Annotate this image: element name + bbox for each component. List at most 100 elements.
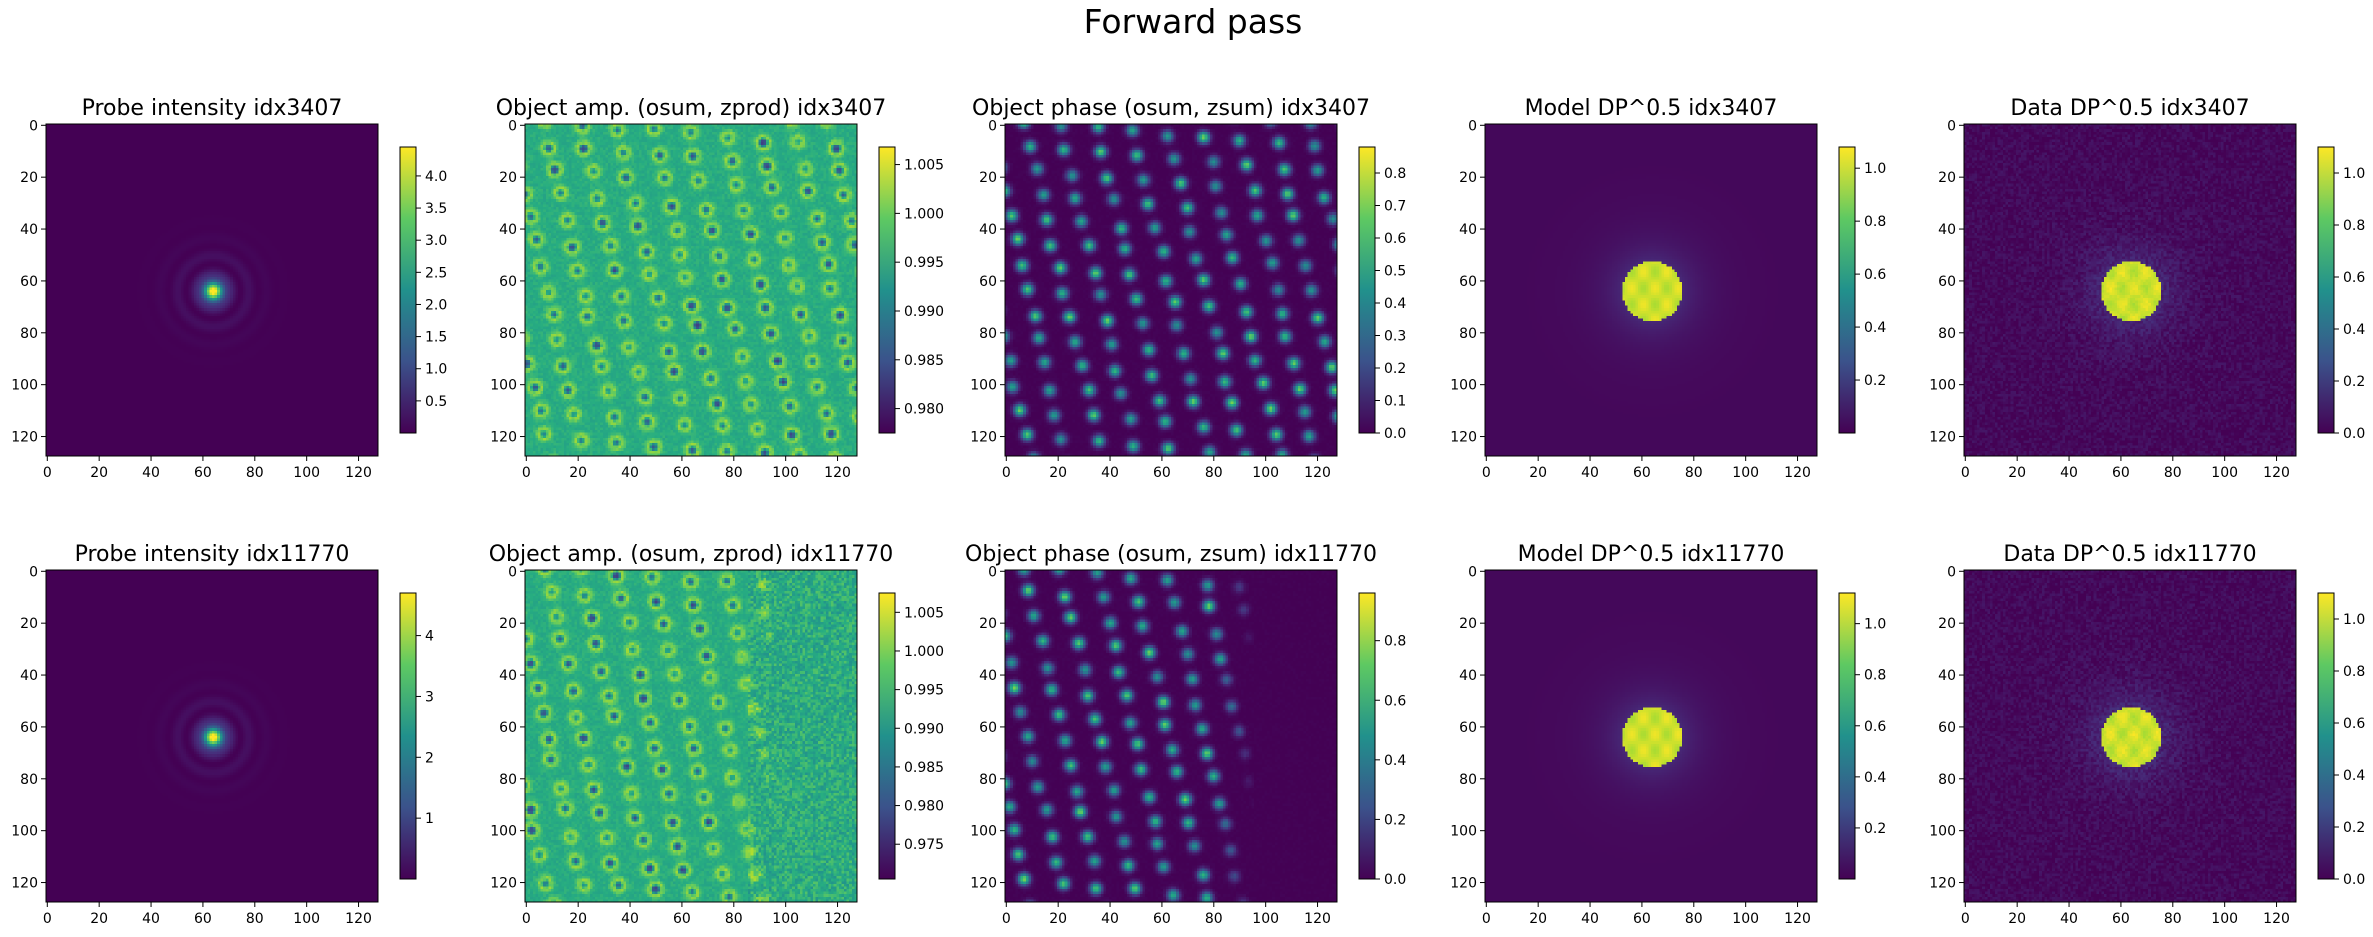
y-tick-label: 80 [1938, 772, 1956, 788]
axes-frame [524, 569, 858, 903]
colorbar-tick-label: 1 [425, 811, 434, 827]
y-tick-label: 120 [1929, 430, 1956, 446]
y-tick-label: 40 [20, 668, 38, 684]
panel-title: Data DP^0.5 idx3407 [2010, 96, 2249, 121]
colorbar-tick-label: 0.2 [1864, 821, 1886, 837]
colorbar-gradient [399, 146, 417, 434]
y-tick-label: 80 [499, 326, 517, 342]
x-tick-label: 40 [142, 911, 160, 927]
y-tick-label: 120 [1929, 876, 1956, 892]
y-tick-label: 80 [979, 326, 997, 342]
colorbar-tick-label: 0.2 [1864, 373, 1886, 389]
colorbar-tick-label: 1.0 [425, 362, 447, 378]
y-tick-label: 0 [508, 118, 517, 134]
y-tick-label: 100 [11, 378, 38, 394]
colorbar: 0.980 0.985 0.990 0.995 1.000 1.005 [878, 146, 944, 434]
x-tick-label: 60 [1153, 465, 1171, 481]
colorbar-tick-label: 0.0 [1384, 872, 1406, 888]
y-tick-label: 60 [1459, 274, 1477, 290]
y-tick-label: 0 [29, 118, 38, 134]
x-tick-label: 60 [194, 465, 212, 481]
colorbar-tick-label: 2 [425, 750, 434, 766]
x-tick-label: 120 [345, 465, 372, 481]
x-tick-label: 60 [194, 911, 212, 927]
x-tick-label: 0 [1482, 911, 1491, 927]
y-tick-label: 80 [1459, 772, 1477, 788]
colorbar-tick-label: 1.0 [1864, 161, 1886, 177]
y-tick-label: 0 [1947, 564, 1956, 580]
heatmap-image [1485, 570, 1817, 902]
x-tick-label: 20 [569, 911, 587, 927]
x-tick-label: 100 [293, 911, 320, 927]
x-tick-label: 120 [1784, 465, 1811, 481]
y-tick-label: 0 [1947, 118, 1956, 134]
heatmap-image [1964, 570, 2296, 902]
colorbar-tick-label: 1.0 [1864, 617, 1886, 633]
colorbar-tick-label: 0.2 [1384, 812, 1406, 828]
colorbar: 0.0 0.2 0.4 0.6 0.8 1.0 [2317, 146, 2365, 442]
x-tick-label: 80 [1205, 465, 1223, 481]
y-tick-label: 100 [1450, 378, 1477, 394]
colorbar-tick-label: 0.4 [1384, 296, 1406, 312]
x-tick-label: 20 [1529, 465, 1547, 481]
x-tick-label: 80 [725, 465, 743, 481]
y-tick-label: 100 [490, 824, 517, 840]
colorbar-tick-label: 0.990 [904, 721, 944, 737]
y-tick-label: 100 [1929, 378, 1956, 394]
x-tick-label: 100 [2211, 465, 2238, 481]
x-tick-label: 0 [1002, 911, 1011, 927]
heatmap-image [1005, 570, 1337, 902]
y-tick-label: 20 [499, 616, 517, 632]
y-tick-label: 20 [20, 170, 38, 186]
colorbar-tick-label: 1.000 [904, 644, 944, 660]
colorbar-gradient [1838, 146, 1856, 434]
axes-frame [1963, 123, 2297, 457]
x-tick-label: 120 [1304, 465, 1331, 481]
x-tick-label: 0 [1961, 465, 1970, 481]
colorbar-tick-label: 0.8 [2343, 664, 2365, 680]
heatmap-image [525, 570, 857, 902]
colorbar: 0.0 0.2 0.4 0.6 0.8 [1358, 592, 1406, 888]
colorbar-tick-label: 0.1 [1384, 394, 1406, 410]
x-tick-label: 80 [2164, 465, 2182, 481]
colorbar-gradient [399, 592, 417, 880]
y-tick-label: 100 [970, 824, 997, 840]
x-tick-label: 0 [522, 465, 531, 481]
heatmap-image [1964, 124, 2296, 456]
x-tick-label: 40 [1581, 465, 1599, 481]
x-tick-label: 20 [2008, 911, 2026, 927]
y-tick-label: 80 [1938, 326, 1956, 342]
x-tick-label: 60 [673, 465, 691, 481]
heatmap-panel: Probe intensity idx3407 0 20 40 60 80 100 120 0 2… [11, 96, 447, 481]
y-tick-label: 60 [20, 720, 38, 736]
colorbar-tick-label: 0.3 [1384, 329, 1406, 345]
x-tick-label: 0 [43, 465, 52, 481]
y-tick-label: 40 [20, 222, 38, 238]
y-tick-label: 0 [508, 564, 517, 580]
x-tick-label: 60 [1153, 911, 1171, 927]
y-tick-label: 60 [979, 274, 997, 290]
y-tick-label: 100 [11, 824, 38, 840]
colorbar-tick-label: 0.0 [1384, 426, 1406, 442]
x-tick-label: 80 [2164, 911, 2182, 927]
colorbar-tick-label: 0.995 [904, 683, 944, 699]
heatmap-panel: Data DP^0.5 idx11770 0 20 40 60 80 100 120 0 20 40… [1929, 542, 2365, 927]
x-tick-label: 100 [1252, 911, 1279, 927]
colorbar-tick-label: 4.0 [425, 169, 447, 185]
colorbar: 0.2 0.4 0.6 0.8 1.0 [1838, 146, 1886, 434]
colorbar-tick-label: 0.990 [904, 304, 944, 320]
colorbar-tick-label: 1.0 [2343, 612, 2365, 628]
panel-title: Object amp. (osum, zprod) idx11770 [489, 542, 894, 567]
y-tick-label: 120 [1450, 430, 1477, 446]
x-tick-label: 40 [621, 465, 639, 481]
y-tick-label: 120 [11, 430, 38, 446]
colorbar-gradient [2317, 592, 2335, 880]
colorbar-tick-label: 4 [425, 629, 434, 645]
figure-title: Forward pass [1084, 2, 1303, 41]
x-tick-label: 120 [1304, 911, 1331, 927]
colorbar-tick-label: 0.2 [2343, 820, 2365, 836]
panel-title: Data DP^0.5 idx11770 [2003, 542, 2256, 567]
colorbar-tick-label: 0.980 [904, 402, 944, 418]
